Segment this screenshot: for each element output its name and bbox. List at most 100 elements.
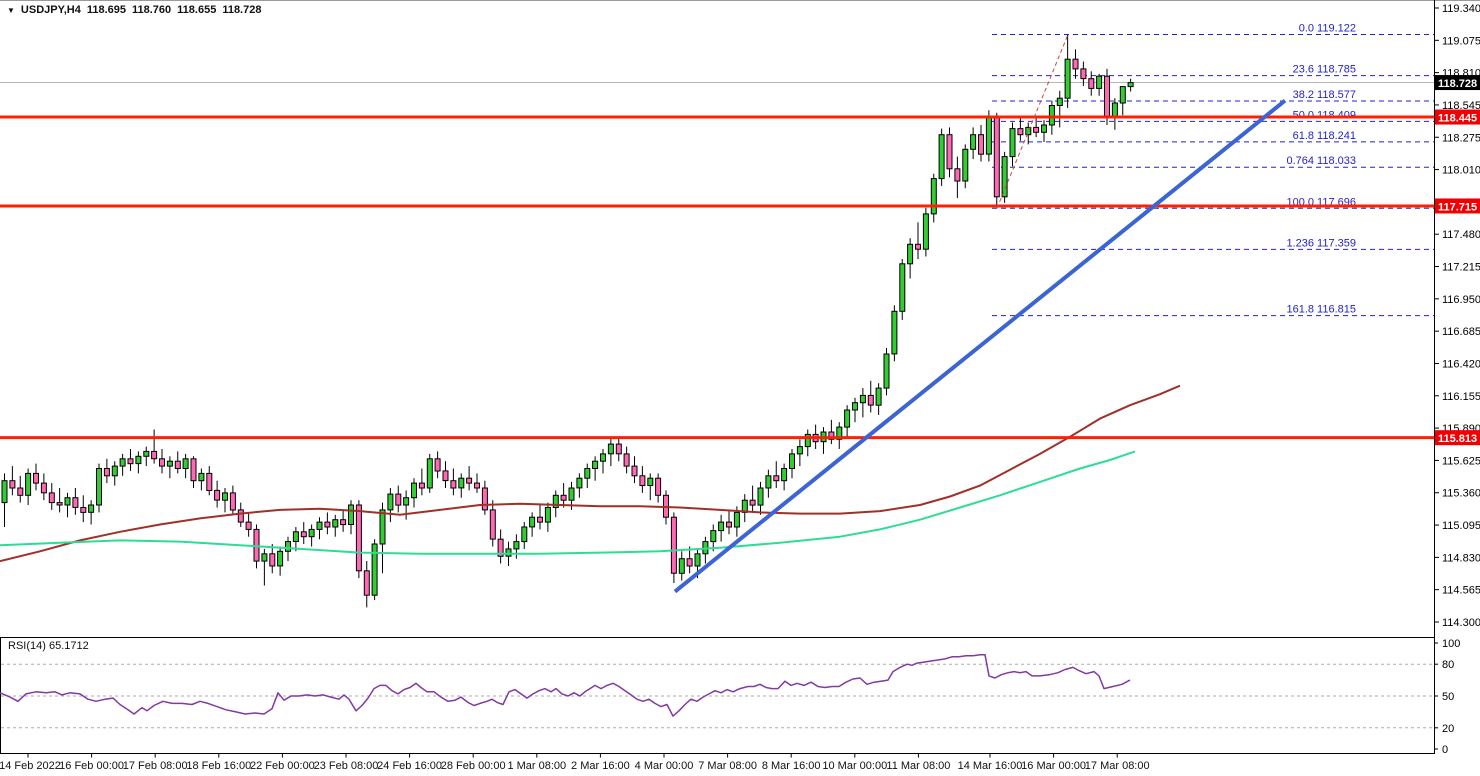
candle-bull: [930, 178, 937, 215]
candle-bear: [623, 453, 630, 467]
candle-bull: [135, 455, 142, 465]
rsi-indicator-label: RSI(14) 65.1712: [8, 640, 89, 652]
candle-bull: [387, 493, 394, 511]
price-axis-label: 117.215: [1442, 262, 1480, 274]
candle-bull: [852, 402, 858, 411]
candle-bear: [749, 499, 756, 506]
candle-bear: [80, 507, 87, 513]
candle-bull: [111, 465, 118, 477]
candle-bull: [584, 468, 591, 479]
candle-bull: [552, 494, 559, 508]
candle-bear: [72, 497, 79, 508]
candle-bull: [859, 394, 866, 404]
date-axis-label: 2 Mar 16:00: [571, 760, 630, 772]
candle-bear: [1080, 68, 1087, 80]
candle-bull: [379, 509, 386, 545]
candle-bear: [159, 458, 165, 467]
candle-bear: [56, 502, 63, 506]
price-axis-label: 114.300: [1442, 617, 1480, 629]
candle-bear: [867, 394, 874, 406]
price-tag-value: 118.445: [1438, 113, 1477, 125]
candle-bear: [442, 470, 449, 482]
candle-bull: [836, 426, 843, 440]
candle-bull: [529, 516, 536, 528]
price-axis-label: 114.565: [1442, 585, 1480, 597]
candle-bull: [710, 530, 717, 543]
candle-bear: [474, 482, 480, 489]
date-axis-label: 14 Mar 16:00: [958, 760, 1023, 772]
candle-bull: [458, 477, 465, 489]
chart-header: ▼ USDJPY,H4 118.695 118.760 118.655 118.…: [7, 4, 261, 16]
candle-bear: [1104, 75, 1110, 119]
candle-bear: [103, 468, 110, 477]
candle-bear: [174, 460, 181, 470]
candle-bull: [308, 528, 315, 538]
date-axis-label: 22 Feb 00:00: [250, 760, 315, 772]
candle-bear: [615, 443, 622, 455]
candle-bear: [1072, 58, 1079, 70]
candle-bear: [324, 521, 331, 528]
candle-bull: [1009, 128, 1016, 158]
candle-bull: [88, 504, 95, 513]
price-axis-label: 118.275: [1442, 132, 1480, 144]
candle-bear: [978, 134, 984, 155]
candle-bear: [489, 509, 496, 540]
ohlc-low-value: 118.655: [177, 4, 217, 16]
candle-bear: [245, 521, 252, 530]
symbol-period-label: USDJPY,H4: [20, 4, 81, 16]
candle-bear: [1088, 78, 1095, 89]
candle-bull: [757, 487, 764, 506]
candle-bull: [1048, 105, 1055, 126]
date-axis-label: 10 Mar 00:00: [822, 760, 887, 772]
fibonacci-level-label: 0.0 119.122: [1299, 23, 1356, 35]
trendline[interactable]: [673, 99, 1287, 594]
price-axis-label: 117.480: [1442, 229, 1480, 241]
candle-bull: [733, 511, 740, 528]
candle-bull: [285, 541, 291, 552]
candle-bear: [537, 516, 543, 523]
candlestick-series: [1, 34, 1134, 608]
moving-average-slow[interactable]: [0, 384, 1181, 563]
candle-bear: [40, 482, 47, 494]
candle-bear: [269, 553, 276, 567]
candle-bear: [954, 168, 961, 182]
moving-average-fast[interactable]: [0, 450, 1136, 555]
candle-bull: [647, 477, 654, 487]
candle-bull: [25, 472, 32, 496]
date-axis-label: 8 Mar 16:00: [762, 760, 821, 772]
price-tag-value: 115.813: [1438, 433, 1477, 445]
candle-bull: [694, 553, 701, 567]
price-axis-label: 115.625: [1442, 455, 1480, 467]
price-axis-label: 116.420: [1442, 358, 1480, 370]
fibonacci-level-label: 61.8 118.241: [1293, 130, 1356, 142]
candle-bear: [300, 531, 307, 538]
candle-bull: [96, 468, 102, 506]
candle-bull: [576, 477, 583, 489]
price-axis-label: 114.830: [1442, 552, 1480, 564]
fibonacci-level-label: 50.0 118.409: [1293, 109, 1356, 121]
candle-bull: [426, 458, 433, 489]
candle-bull: [411, 482, 417, 499]
candle-bear: [127, 458, 134, 465]
date-axis-label: 11 Mar 08:00: [886, 760, 950, 772]
date-axis-label: 14 Feb 2022: [0, 760, 61, 772]
symbol-dropdown-icon[interactable]: ▼: [7, 5, 15, 15]
fibonacci-anchor-line[interactable]: [996, 34, 1069, 209]
candle-bull: [1119, 86, 1126, 104]
candle-bull: [804, 433, 811, 448]
candle-bear: [466, 477, 473, 484]
candle-bull: [678, 558, 685, 574]
candle-bull: [371, 543, 378, 596]
candle-bull: [607, 443, 614, 455]
candle-bear: [655, 477, 662, 496]
candle-bear: [1017, 128, 1024, 136]
price-axis-label: 116.950: [1442, 294, 1480, 306]
candle-bull: [789, 453, 795, 469]
candle-bear: [229, 492, 236, 511]
candle-bull: [1111, 102, 1118, 119]
candle-bull: [1064, 58, 1071, 99]
candle-bear: [48, 492, 55, 504]
candle-bull: [1, 480, 8, 504]
